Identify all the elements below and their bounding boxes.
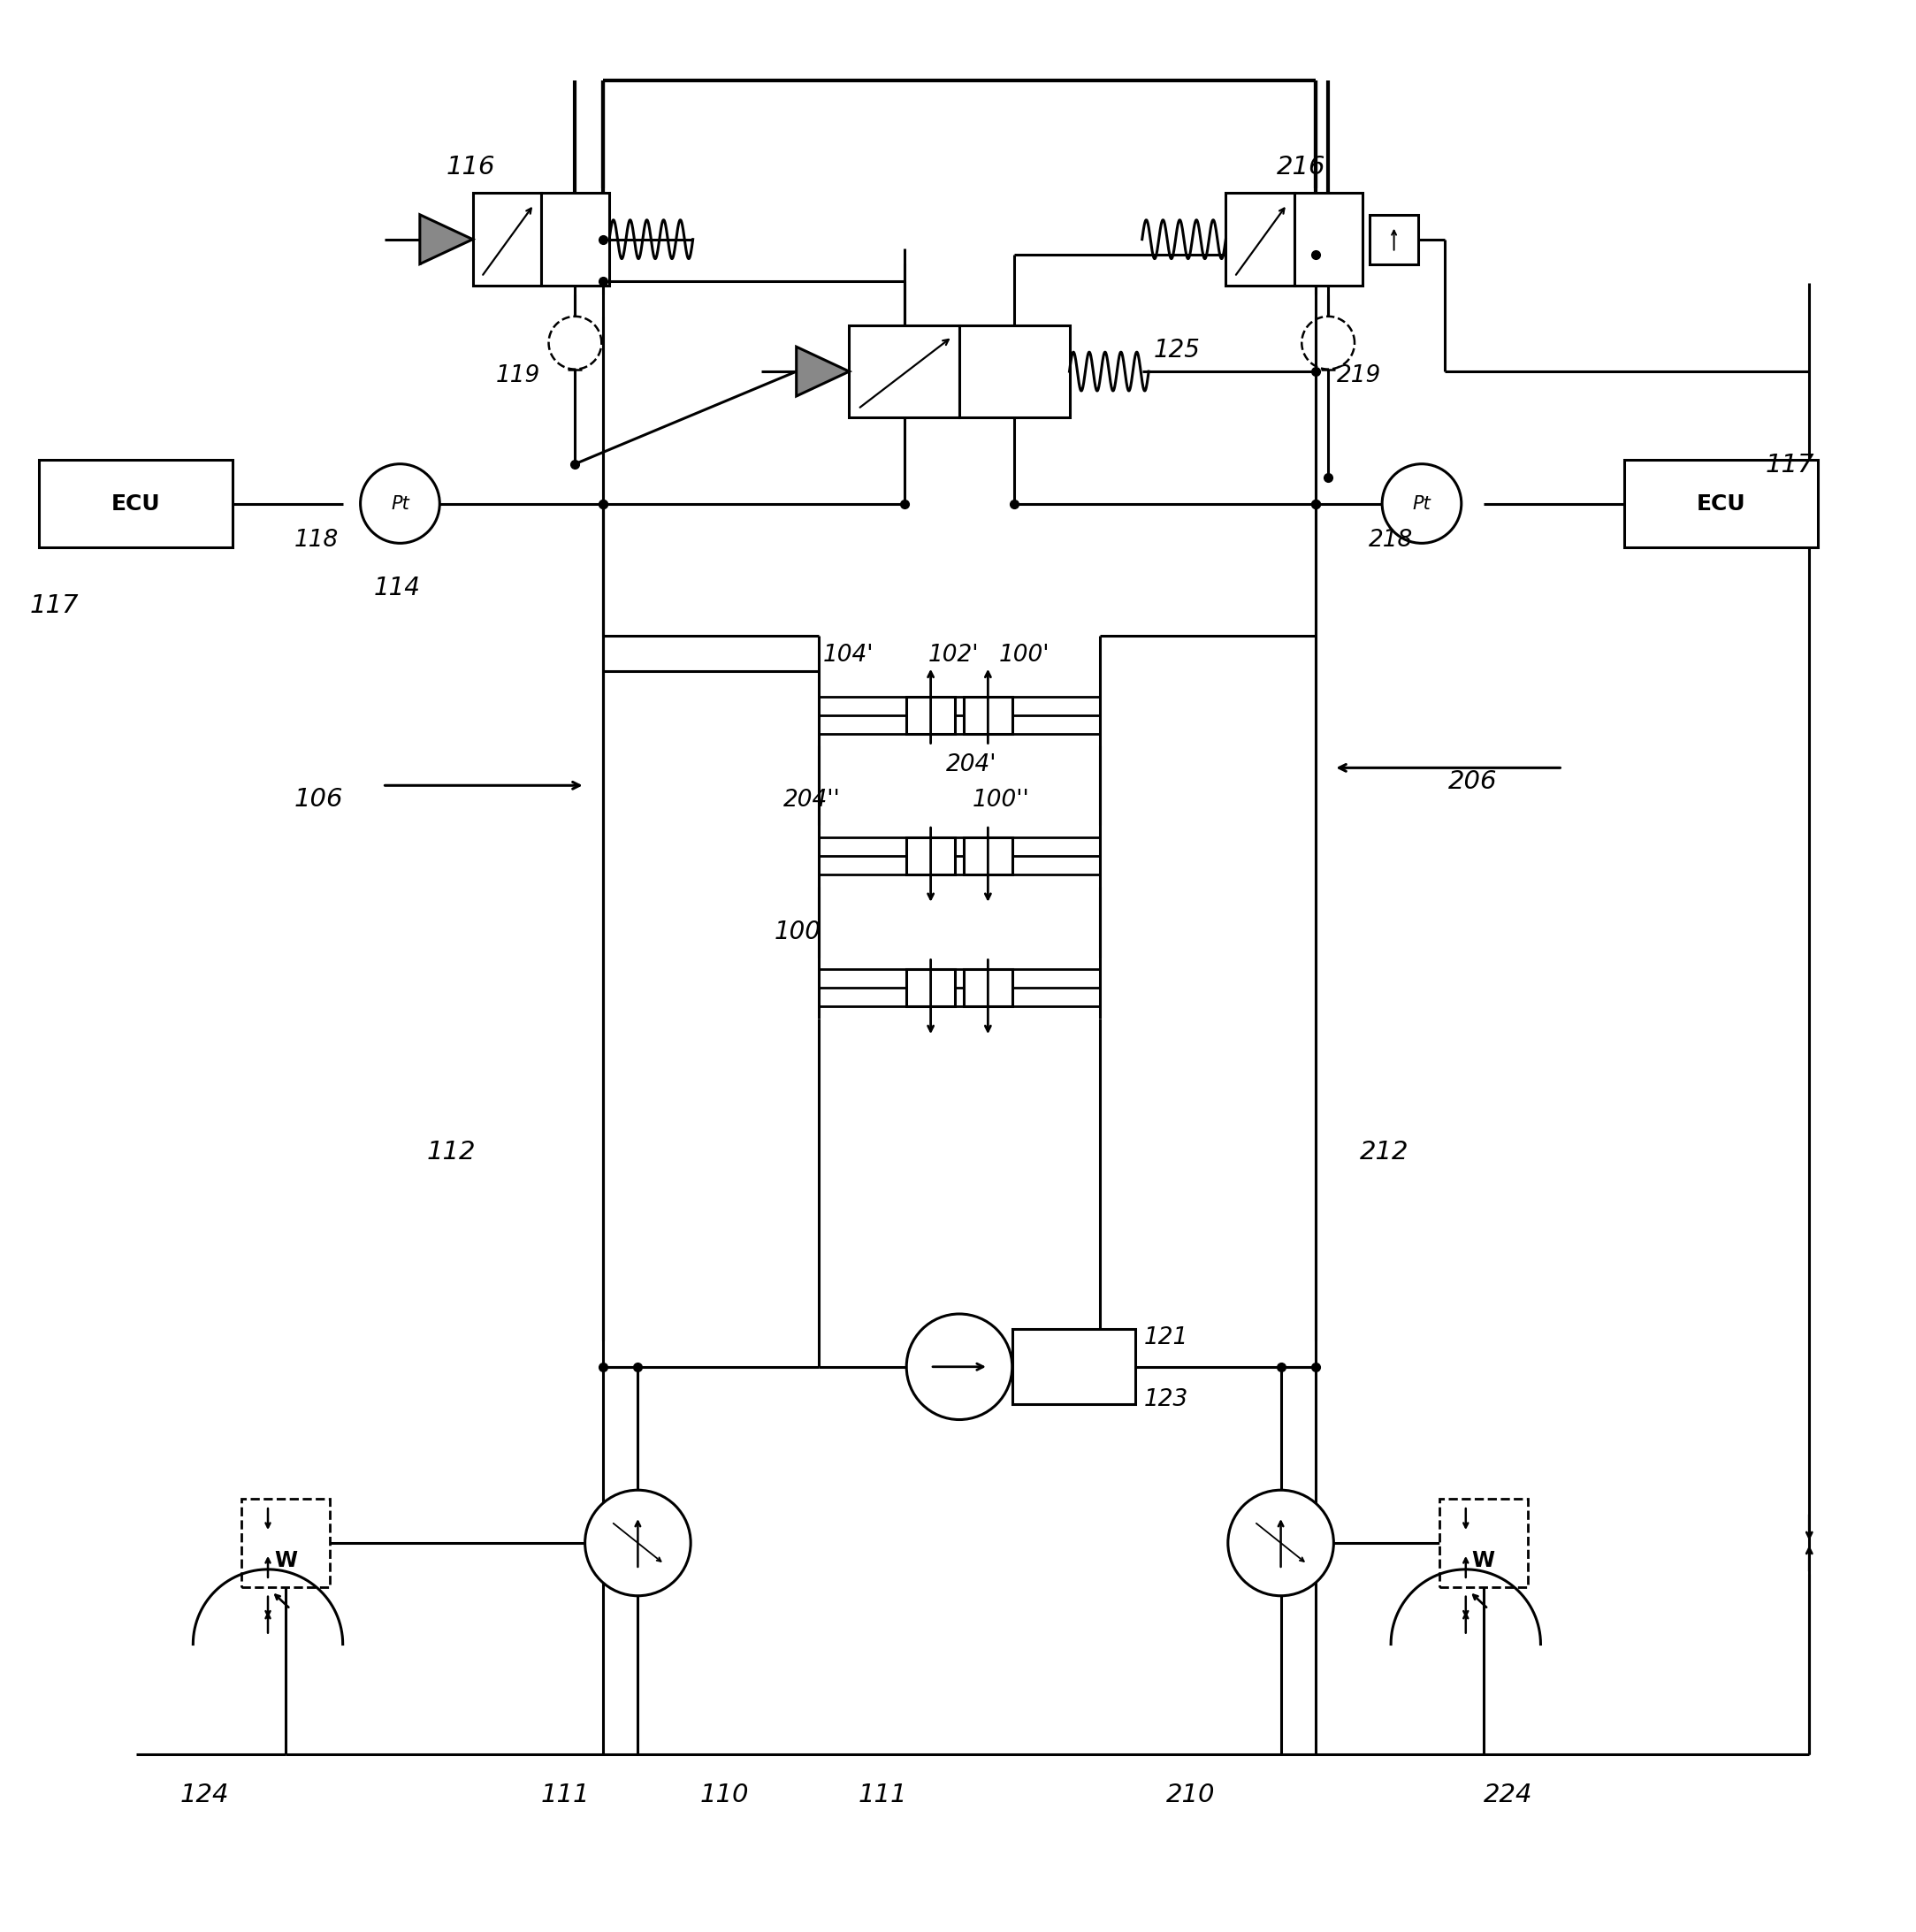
Text: 117: 117 [31,593,79,618]
Text: 114: 114 [374,576,420,601]
Text: 206: 206 [1448,769,1496,794]
Text: 100: 100 [774,920,822,945]
Polygon shape [797,346,849,396]
Bar [38,460,232,547]
Text: 210: 210 [1167,1783,1215,1806]
Text: 216: 216 [1276,155,1326,180]
Bar [1370,214,1418,265]
Bar [964,970,1012,1007]
Bar [1012,1329,1136,1405]
Text: 119: 119 [496,363,540,386]
Bar [1625,460,1818,547]
Text: W: W [274,1549,297,1571]
Circle shape [584,1490,690,1596]
Text: 218: 218 [1368,529,1414,553]
Text: 110: 110 [699,1783,749,1806]
Bar [906,970,954,1007]
Text: 219: 219 [1337,363,1381,386]
Text: ECU: ECU [1696,493,1745,514]
Circle shape [1228,1490,1334,1596]
Bar [849,325,960,417]
Bar [964,837,1012,875]
Text: 224: 224 [1483,1783,1533,1806]
Text: 204'': 204'' [784,788,841,811]
Text: 111: 111 [540,1783,590,1806]
Text: 112: 112 [427,1140,475,1165]
Bar [540,193,609,286]
Text: 125: 125 [1153,338,1199,363]
Bar [960,325,1069,417]
Text: 204': 204' [947,753,996,777]
Circle shape [906,1314,1012,1420]
Polygon shape [420,214,473,265]
Bar [906,837,954,875]
Text: 111: 111 [858,1783,906,1806]
Bar [241,1499,330,1586]
Bar [1293,193,1362,286]
Text: ECU: ECU [111,493,161,514]
Text: 124: 124 [180,1783,228,1806]
Text: Pt: Pt [1412,495,1431,512]
Bar [964,696,1012,734]
Circle shape [1381,464,1462,543]
Text: 106: 106 [295,786,343,811]
Text: 104': 104' [822,643,874,667]
Text: 123: 123 [1144,1387,1188,1410]
Bar [1226,193,1293,286]
Bar [906,696,954,734]
Circle shape [360,464,439,543]
Text: 117: 117 [1765,452,1814,477]
Text: 121: 121 [1144,1325,1188,1349]
Text: 102': 102' [929,643,979,667]
Text: 100'': 100'' [973,788,1029,811]
Bar [473,193,540,286]
Bar [1439,1499,1527,1586]
Text: W: W [1471,1549,1494,1571]
Text: 116: 116 [446,155,496,180]
Text: 118: 118 [295,529,339,553]
Text: Pt: Pt [391,495,410,512]
Text: 212: 212 [1360,1140,1408,1165]
Text: 100': 100' [998,643,1050,667]
